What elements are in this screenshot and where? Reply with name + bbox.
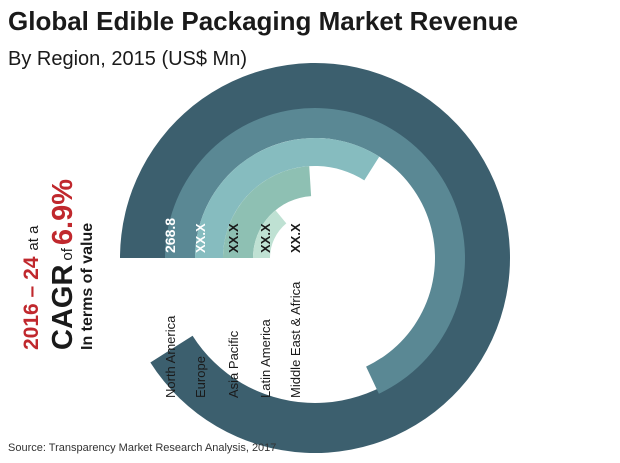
cagr-terms: In terms of value <box>79 223 96 350</box>
source-note: Source: Transparency Market Research Ana… <box>8 442 277 454</box>
data-label-europe: XX.X <box>193 223 208 253</box>
chart-title: Global Edible Packaging Market Revenue <box>8 6 519 36</box>
cagr-label: CAGR <box>47 265 79 350</box>
category-label-latin-america: Latin America <box>258 318 273 398</box>
data-label-north-america: 268.8 <box>162 218 178 253</box>
arc-middle-east-and-africa <box>253 210 287 258</box>
category-label-middle-east-and-africa: Middle East & Africa <box>288 281 303 398</box>
chart-subtitle: By Region, 2015 (US$ Mn) <box>8 48 248 70</box>
cagr-callout: 2016 – 24 at a CAGR of 6.9% In terms of val… <box>20 179 96 350</box>
cagr-at-a: at a <box>25 225 42 251</box>
category-label-north-america: North America <box>163 315 178 398</box>
arc-latin-america <box>223 166 312 258</box>
cagr-main: CAGR of 6.9% <box>47 179 79 350</box>
data-label-middle-east-and-africa: XX.X <box>288 223 303 253</box>
cagr-period: 2016 – 24 at a <box>20 225 43 350</box>
arc-asia-pacific <box>195 138 380 258</box>
cagr-value: 6.9% <box>47 179 79 245</box>
data-label-latin-america: XX.X <box>258 223 273 253</box>
cagr-of: of <box>59 247 76 260</box>
category-label-europe: Europe <box>193 356 208 398</box>
category-label-asia-pacific: Asia Pacific <box>226 330 241 398</box>
cagr-period-text: 2016 – 24 <box>20 256 43 350</box>
data-label-asia-pacific: XX.X <box>226 223 241 253</box>
